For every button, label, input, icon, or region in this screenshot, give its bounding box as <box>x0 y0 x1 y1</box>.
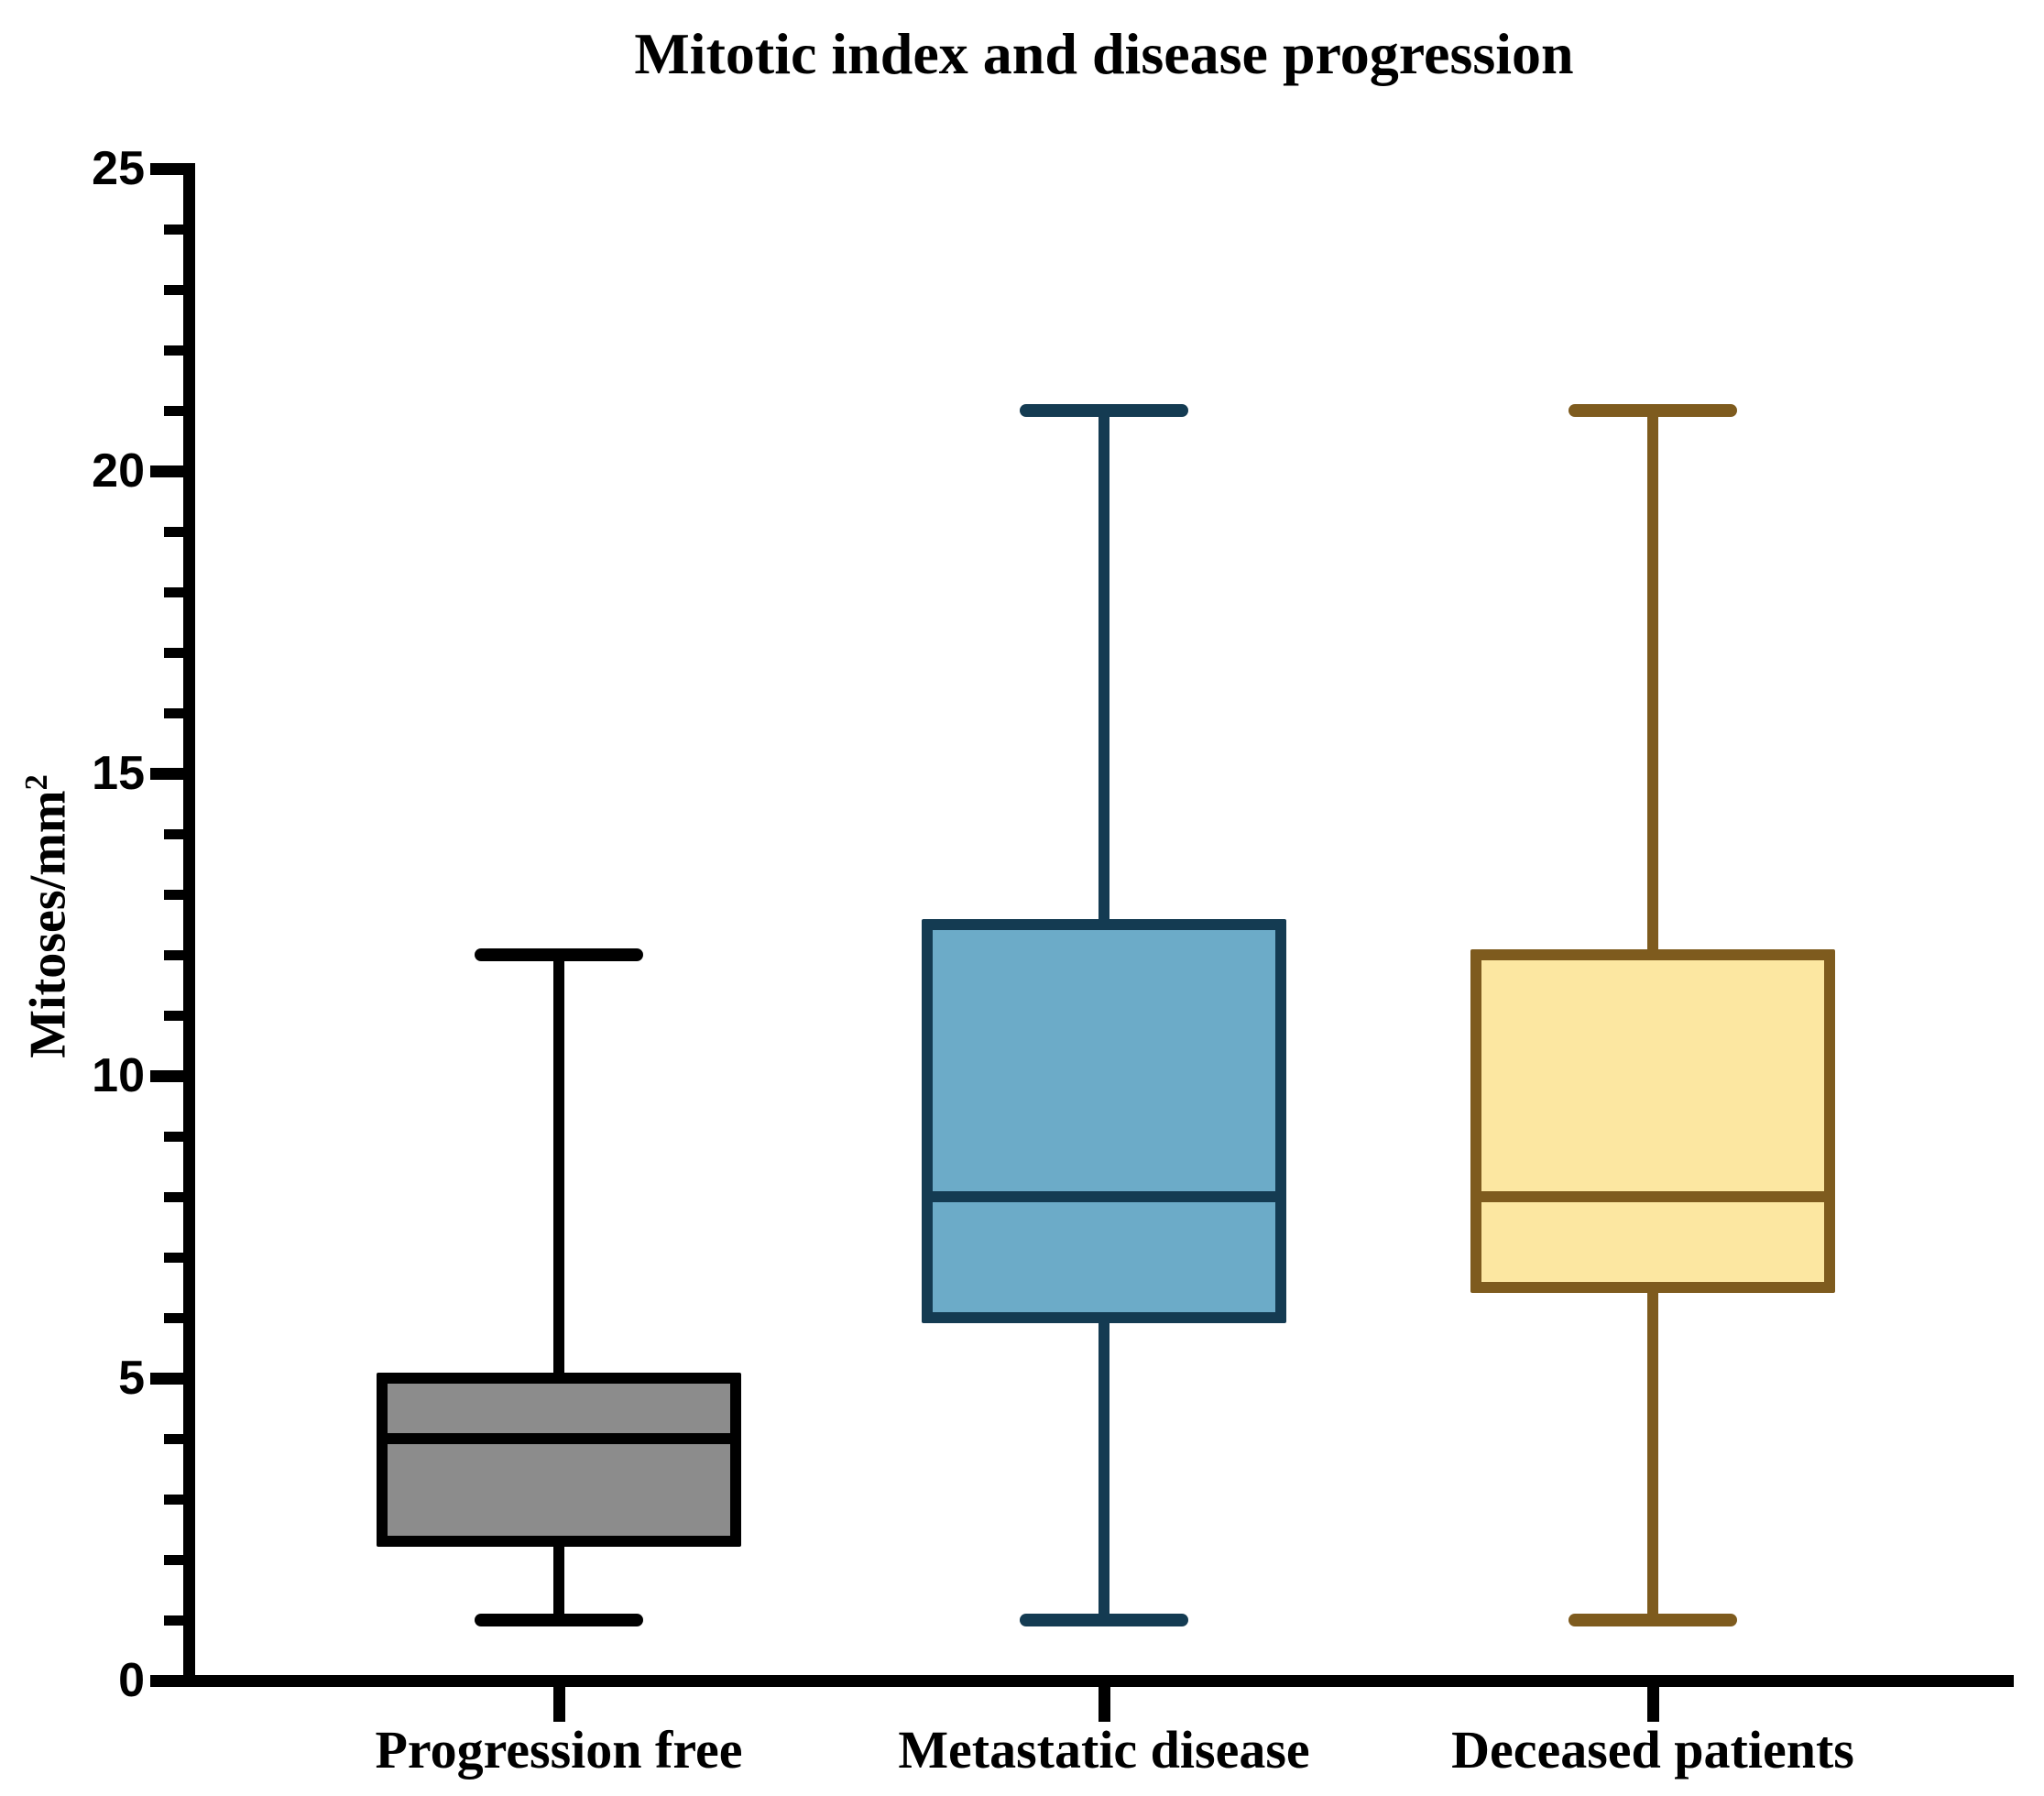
y-minor-tick <box>164 345 183 356</box>
y-minor-tick <box>164 1192 183 1202</box>
y-minor-tick <box>164 1434 183 1444</box>
y-minor-tick <box>164 1313 183 1323</box>
y-minor-tick <box>164 224 183 235</box>
y-tick-label: 25 <box>92 142 145 195</box>
median-line-progression-free <box>386 1433 732 1444</box>
y-minor-tick <box>164 829 183 839</box>
median-line-deceased-patients <box>1480 1191 1826 1202</box>
whisker-cap-max-deceased-patients <box>1569 404 1737 417</box>
y-minor-tick <box>164 1011 183 1021</box>
y-axis-title-text: Mitoses/mm <box>19 790 77 1058</box>
y-minor-tick <box>164 708 183 718</box>
y-minor-tick <box>164 587 183 597</box>
y-minor-tick <box>164 648 183 658</box>
whisker-cap-min-progression-free <box>475 1614 643 1626</box>
x-category-label-progression-free: Progression free <box>375 1720 743 1780</box>
whisker-cap-max-progression-free <box>475 948 643 961</box>
x-category-label-deceased-patients: Deceased patients <box>1451 1720 1854 1780</box>
y-minor-tick <box>164 527 183 537</box>
y-tick-label: 5 <box>118 1352 145 1405</box>
y-minor-tick <box>164 1495 183 1505</box>
y-minor-tick <box>164 1615 183 1626</box>
y-minor-tick <box>164 950 183 960</box>
y-tick-label: 10 <box>92 1049 145 1102</box>
whisker-cap-min-deceased-patients <box>1569 1614 1737 1626</box>
median-line-metastatic-disease <box>931 1191 1277 1202</box>
x-axis-line <box>183 1675 2014 1687</box>
y-tick-label: 20 <box>92 444 145 498</box>
x-category-tick-deceased-patients <box>1647 1687 1659 1722</box>
y-tick-label: 0 <box>118 1654 145 1707</box>
y-major-tick <box>150 163 183 175</box>
y-minor-tick <box>164 890 183 900</box>
box-metastatic-disease <box>922 919 1286 1323</box>
y-major-tick <box>150 465 183 477</box>
y-major-tick <box>150 1070 183 1082</box>
y-major-tick <box>150 1373 183 1385</box>
whisker-cap-min-metastatic-disease <box>1020 1614 1188 1626</box>
y-minor-tick <box>164 1132 183 1142</box>
whisker-cap-max-metastatic-disease <box>1020 404 1188 417</box>
y-minor-tick <box>164 406 183 416</box>
y-major-tick <box>150 1675 183 1687</box>
box-deceased-patients <box>1470 949 1835 1293</box>
y-tick-label: 15 <box>92 747 145 800</box>
y-minor-tick <box>164 1555 183 1565</box>
y-axis-line <box>183 163 195 1687</box>
y-axis-title: Mitoses/mm2 <box>18 596 88 1237</box>
y-minor-tick <box>164 285 183 295</box>
x-category-tick-metastatic-disease <box>1099 1687 1110 1722</box>
y-major-tick <box>150 768 183 780</box>
x-category-tick-progression-free <box>553 1687 565 1722</box>
box-progression-free <box>377 1373 741 1547</box>
chart-title: Mitotic index and disease progression <box>634 21 1574 86</box>
y-minor-tick <box>164 1253 183 1263</box>
x-category-label-metastatic-disease: Metastatic disease <box>898 1720 1310 1780</box>
